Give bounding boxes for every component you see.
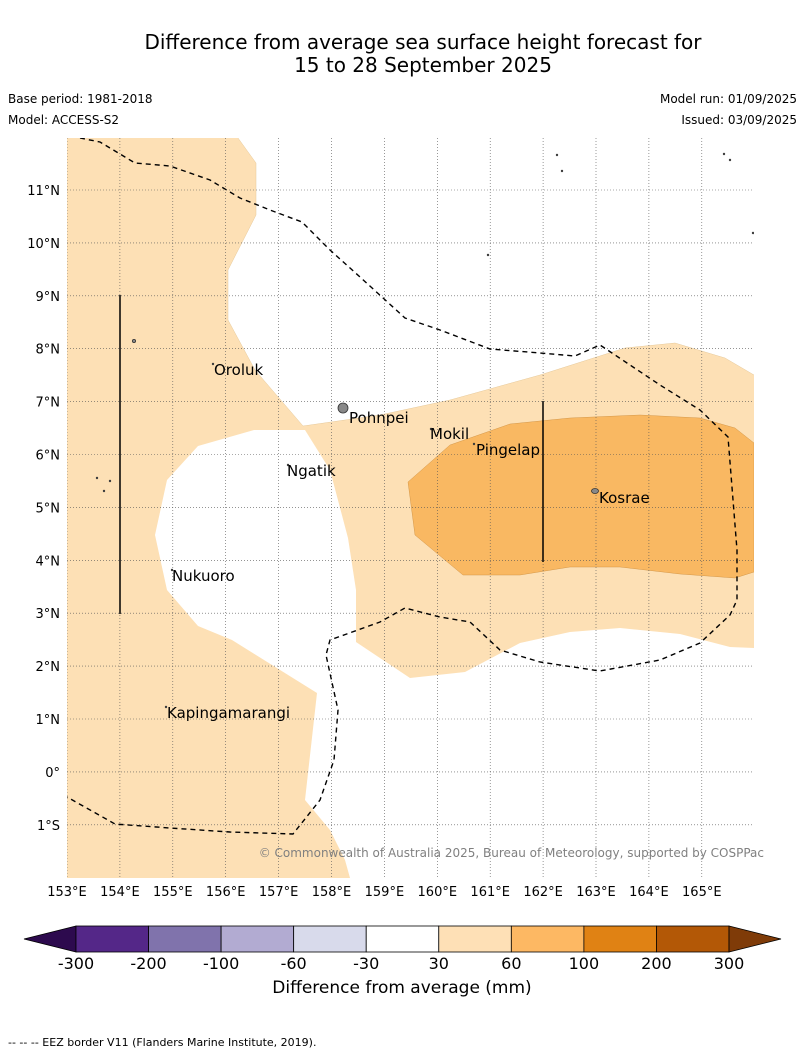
latitude-label: 5°N xyxy=(36,501,61,516)
colorbar-tick: -300 xyxy=(58,954,94,973)
place-label-pohnpei: Pohnpei xyxy=(349,409,409,427)
atoll-marker xyxy=(102,489,106,493)
colorbar-tick: -200 xyxy=(130,954,166,973)
colorbar-extend-high xyxy=(728,925,782,953)
latitude-label: 7°N xyxy=(36,396,61,411)
longitude-label: 156°E xyxy=(206,885,246,900)
longitude-label: 162°E xyxy=(523,885,563,900)
atoll-marker xyxy=(486,253,490,257)
kosrae-island xyxy=(591,488,599,494)
place-label-kapingamarangi: Kapingamarangi xyxy=(167,704,290,722)
latitude-label: 4°N xyxy=(36,554,61,569)
place-label-pingelap: Pingelap xyxy=(476,441,540,459)
map-panel: Oroluk Pohnpei Mokil Pingelap Ngatik Kos… xyxy=(67,138,754,878)
colorbar-segment xyxy=(148,925,222,953)
nukuoro-atoll xyxy=(170,568,174,572)
latitude-label: 1°S xyxy=(37,819,60,834)
colorbar-tick: -60 xyxy=(281,954,307,973)
kapingamarangi-atoll xyxy=(164,705,168,709)
colorbar-segment xyxy=(656,925,730,953)
eez-borders xyxy=(67,138,738,835)
atoll-marker xyxy=(108,479,112,483)
eez-footnote: -- -- -- EEZ border V11 (Flanders Marine… xyxy=(8,1036,317,1049)
colorbar-tick: 60 xyxy=(501,954,521,973)
islands xyxy=(95,152,754,709)
latitude-label: 1°N xyxy=(36,713,61,728)
pingelap-atoll xyxy=(472,442,476,446)
colorbar-extend-low xyxy=(23,925,77,953)
colorbar-tick: 100 xyxy=(569,954,600,973)
longitude-label: 160°E xyxy=(418,885,458,900)
place-label-ngatik: Ngatik xyxy=(287,462,336,480)
copyright-notice: © Commonwealth of Australia 2025, Bureau… xyxy=(259,846,764,860)
anomaly-region-60-100 xyxy=(407,414,754,579)
colorbar-segment xyxy=(293,925,367,953)
place-label-mokil: Mokil xyxy=(430,425,469,443)
atoll-marker xyxy=(131,338,136,343)
latitude-label: 9°N xyxy=(36,290,61,305)
colorbar-tick: -100 xyxy=(203,954,239,973)
colorbar-tick: 200 xyxy=(641,954,672,973)
longitude-label: 154°E xyxy=(100,885,140,900)
latitude-label: 0° xyxy=(45,766,60,781)
longitude-label: 165°E xyxy=(682,885,722,900)
colorbar-tick: -30 xyxy=(353,954,379,973)
model-run-label: Model run: 01/09/2025 xyxy=(659,92,797,106)
place-label-nukuoro: Nukuoro xyxy=(172,567,235,585)
mokil-atoll xyxy=(429,427,433,431)
atoll-marker xyxy=(95,476,99,480)
colorbar-tick: 300 xyxy=(714,954,745,973)
colorbar-segment xyxy=(365,925,440,953)
model-label: Model: ACCESS-S2 xyxy=(8,113,120,127)
colorbar-segment xyxy=(510,925,585,953)
longitude-label: 158°E xyxy=(312,885,352,900)
longitude-label: 164°E xyxy=(629,885,669,900)
oroluk-atoll xyxy=(211,362,215,366)
latitude-label: 11°N xyxy=(27,184,60,199)
longitude-label: 153°E xyxy=(47,885,87,900)
base-period-label: Base period: 1981-2018 xyxy=(8,92,153,106)
latitude-label: 3°N xyxy=(36,607,61,622)
anomaly-region-30-60 xyxy=(67,138,754,878)
longitude-axis-labels: 153°E 154°E 155°E 156°E 157°E 158°E 159°E 160°E… xyxy=(47,885,721,900)
longitude-label: 161°E xyxy=(470,885,510,900)
atoll-marker xyxy=(555,153,559,157)
pohnpei-island xyxy=(337,402,349,414)
colorbar-segment xyxy=(220,925,295,953)
colorbar-label: Difference from average (mm) xyxy=(272,978,532,998)
place-label-oroluk: Oroluk xyxy=(214,361,263,379)
chart-title: Difference from average sea surface heig… xyxy=(0,31,804,77)
atoll-marker xyxy=(722,152,726,156)
latitude-axis-labels: 11°N 10°N 9°N 8°N 7°N 6°N 5°N 4°N 3°N 2°N 1°N 0° 1°S xyxy=(27,184,60,834)
place-label-kosrae: Kosrae xyxy=(599,489,650,507)
colorbar-segment xyxy=(75,925,149,953)
latitude-label: 10°N xyxy=(27,237,60,252)
longitude-label: 155°E xyxy=(153,885,193,900)
latitude-label: 8°N xyxy=(36,343,61,358)
issued-label: Issued: 03/09/2025 xyxy=(681,113,797,127)
latitude-label: 2°N xyxy=(36,660,61,675)
colorbar-tick: 30 xyxy=(429,954,449,973)
atoll-marker xyxy=(560,169,564,173)
colorbar-segment xyxy=(583,925,657,953)
longitude-label: 159°E xyxy=(365,885,405,900)
colorbar-tick-labels: -300 -200 -100 -60 -30 30 60 100 200 300 xyxy=(58,954,744,973)
colorbar xyxy=(23,925,782,953)
atoll-marker xyxy=(728,158,732,162)
atoll-marker xyxy=(751,231,754,235)
longitude-label: 157°E xyxy=(259,885,299,900)
latitude-label: 6°N xyxy=(36,449,61,464)
ngatik-atoll xyxy=(286,463,290,467)
longitude-label: 163°E xyxy=(576,885,616,900)
colorbar-segment xyxy=(438,925,512,953)
title-line-1: Difference from average sea surface heig… xyxy=(144,30,702,54)
title-line-2: 15 to 28 September 2025 xyxy=(294,53,552,77)
